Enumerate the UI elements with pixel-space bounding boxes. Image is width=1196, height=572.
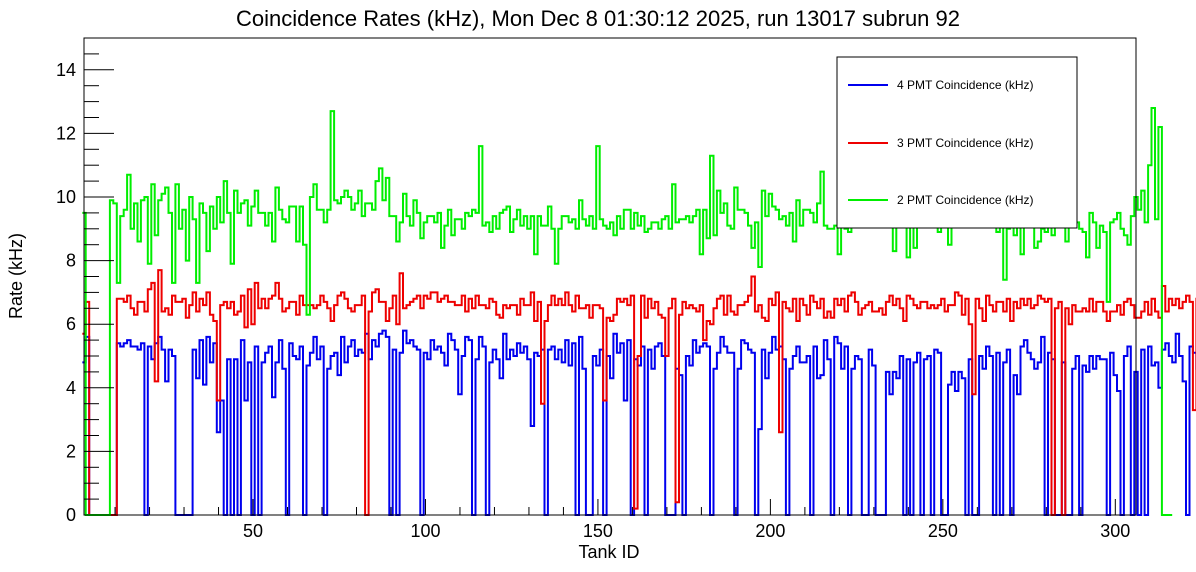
x-axis: 50 100 150 200 250 300: [114, 499, 1130, 541]
y-tick-label: 10: [56, 187, 76, 207]
x-tick-label: 150: [583, 521, 613, 541]
y-axis: 0 2 4 6 8 10 12 14: [56, 37, 114, 525]
series-line-2: [82, 269, 1196, 516]
legend-label-3pmt: 3 PMT Coincidence (kHz): [897, 136, 1034, 150]
y-axis-title: Rate (kHz): [6, 233, 26, 319]
x-tick-label: 300: [1100, 521, 1130, 541]
chart-title: Coincidence Rates (kHz), Mon Dec 8 01:30…: [236, 6, 960, 31]
legend: 4 PMT Coincidence (kHz) 3 PMT Coincidenc…: [836, 56, 1078, 229]
x-tick-label: 50: [243, 521, 263, 541]
y-tick-label: 4: [66, 378, 76, 398]
y-tick-label: 12: [56, 123, 76, 143]
x-tick-label: 200: [755, 521, 785, 541]
y-tick-label: 8: [66, 251, 76, 271]
legend-label-2pmt: 2 PMT Coincidence (kHz): [897, 193, 1034, 207]
x-axis-title: Tank ID: [578, 542, 639, 562]
series-line-1: [82, 329, 1196, 516]
legend-label-4pmt: 4 PMT Coincidence (kHz): [897, 78, 1034, 92]
x-tick-label: 100: [410, 521, 440, 541]
y-tick-label: 6: [66, 314, 76, 334]
y-tick-label: 14: [56, 60, 76, 80]
y-tick-label: 2: [66, 441, 76, 461]
y-tick-label: 0: [66, 505, 76, 525]
x-tick-label: 250: [928, 521, 958, 541]
